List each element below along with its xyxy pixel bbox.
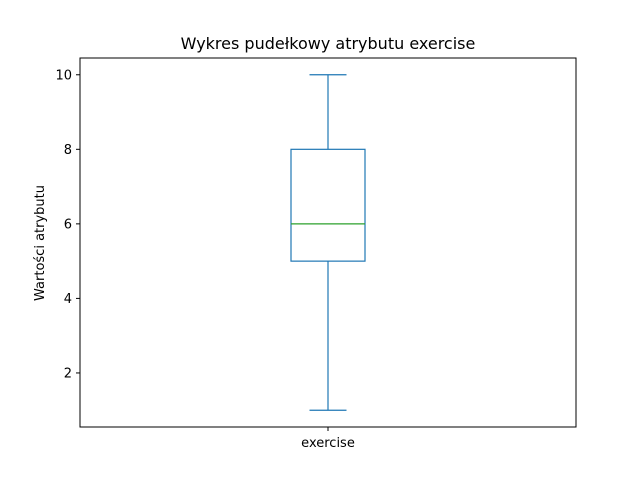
box-elements [290, 74, 366, 411]
y-tick-label-4: 4 [64, 292, 72, 307]
y-tick-label-2: 2 [64, 366, 72, 381]
y-tick-label-8: 8 [64, 143, 72, 158]
chart-title: Wykres pudełkowy atrybutu exercise [181, 34, 476, 53]
y-axis-label: Wartości atrybutu [33, 185, 48, 301]
y-tick-label-10: 10 [55, 68, 72, 83]
axis-ticks: exercise 2 4 6 8 10 [55, 68, 354, 451]
axes-frame [79, 57, 577, 428]
box-exercise [290, 148, 366, 262]
x-tick-label-exercise: exercise [301, 436, 355, 451]
y-tick-label-6: 6 [64, 217, 72, 232]
